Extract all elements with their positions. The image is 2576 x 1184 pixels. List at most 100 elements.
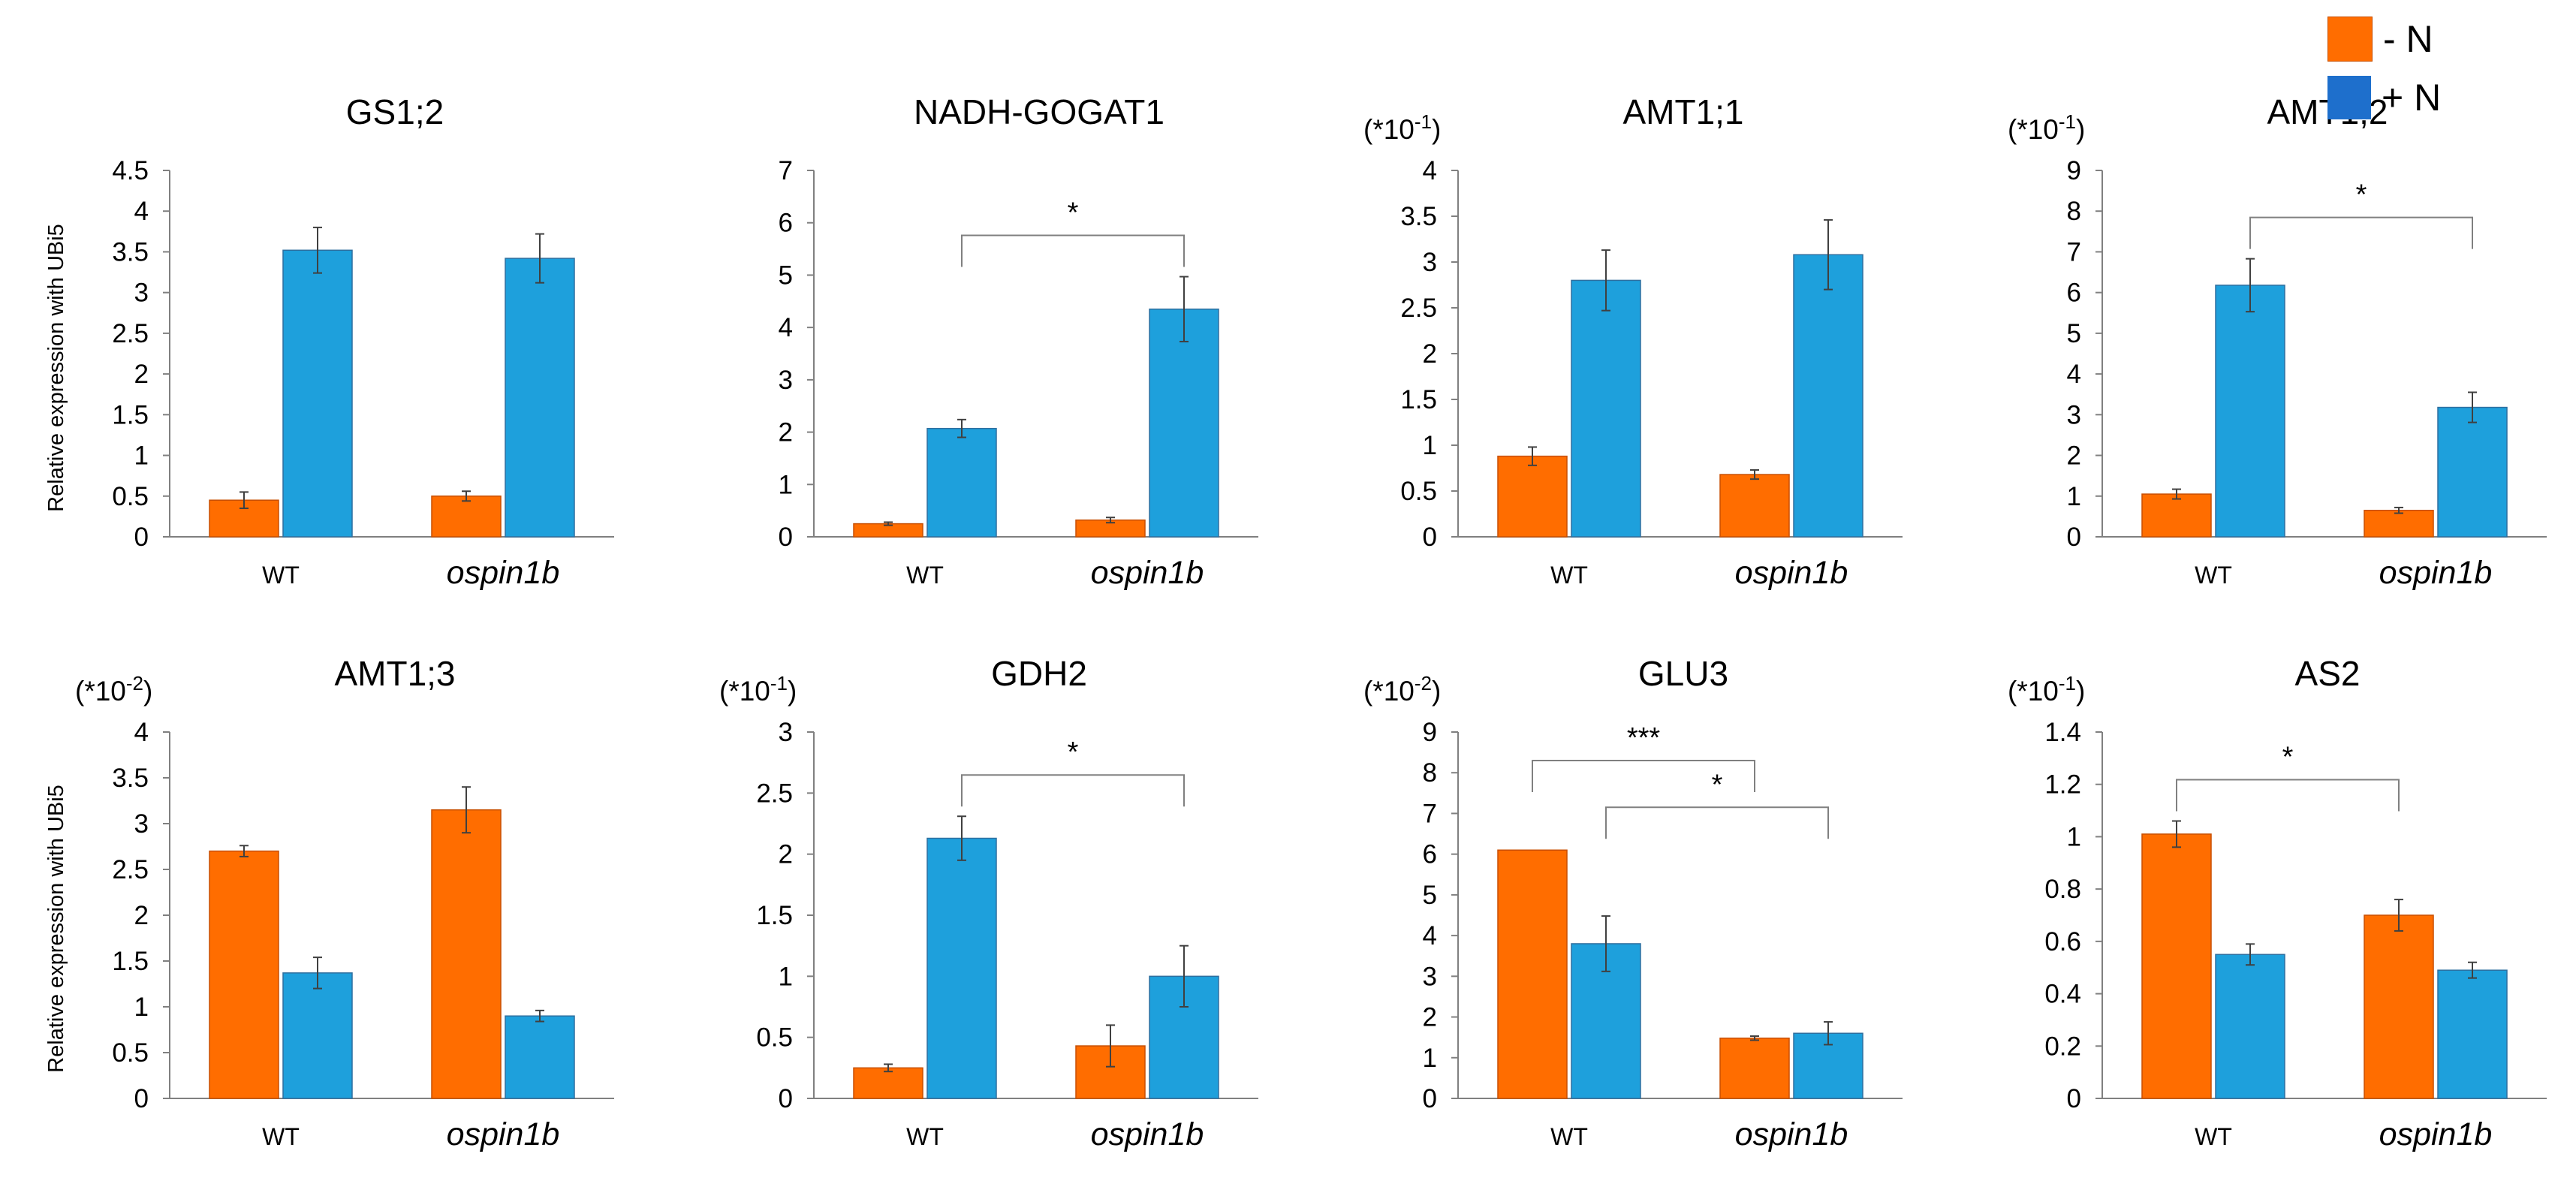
- panel-nadh-gogat1-y-tick-label: 0: [779, 523, 793, 552]
- panel-gs1-2-y-tick-label: 3: [134, 279, 149, 308]
- panel-amt1-1: AMT1;1 (*10-1) 0 0.5 1 1.5 2 2.5 3 3.5 4 WT ospin1b: [1363, 92, 1903, 591]
- panel-gdh2-bar-ospin1b-minus-n: [1075, 1045, 1146, 1099]
- panel-amt1-2-y-tick-label: 8: [2067, 197, 2081, 226]
- panel-gdh2-y-tick-label: 0: [779, 1084, 793, 1113]
- panel-glu3-y-tick-label: 6: [1423, 840, 1437, 869]
- panel-amt1-1-x-tick-label-wt: WT: [1550, 562, 1588, 589]
- panel-as2-x-tick-label-ospin1b: ospin1b: [2379, 1116, 2493, 1152]
- panel-glu3-y-tick-label: 9: [1423, 718, 1437, 747]
- panel-gs1-2-bar-ospin1b-plus-n: [505, 258, 575, 538]
- panel-gs1-2-y-tick-label: 4: [134, 197, 149, 226]
- panel-gs1-2-y-tick-label: 2: [134, 360, 149, 389]
- panel-glu3-scale-note: (*10-2): [1363, 672, 1441, 706]
- panel-amt1-1-bar-ospin1b-plus-n: [1793, 254, 1863, 538]
- panel-amt1-2-y-tick-label: 7: [2067, 237, 2081, 267]
- panel-amt1-3-y-tick-label: 3.5: [112, 764, 149, 793]
- panel-amt1-3-x-tick-label-wt: WT: [262, 1123, 300, 1150]
- panel-amt1-1-x-tick-label-ospin1b: ospin1b: [1735, 555, 1848, 591]
- panel-as2-bar-wt-plus-n: [2215, 954, 2285, 1099]
- panel-amt1-3-bar-wt-plus-n: [282, 972, 353, 1099]
- panel-nadh-gogat1-y-tick-label: 6: [779, 209, 793, 238]
- panel-nadh-gogat1-y-tick-label: 5: [779, 261, 793, 290]
- panel-as2-y-tick-label: 0.6: [2044, 927, 2081, 957]
- panel-nadh-gogat1-x-tick-label-wt: WT: [906, 562, 944, 589]
- panel-amt1-2-y-tick-label: 2: [2067, 441, 2081, 471]
- panel-as2-y-tick-label: 0.2: [2044, 1032, 2081, 1061]
- panel-amt1-3: AMT1;3 (*10-2) 0 0.5 1 1.5 2 2.5 3 3.5 4 WT ospin1b: [75, 654, 614, 1152]
- panel-gdh2-significance-label: *: [1068, 737, 1079, 768]
- legend-item-plus-n: + N: [2327, 74, 2441, 122]
- panel-nadh-gogat1-significance-label: *: [1068, 197, 1079, 229]
- panel-amt1-1-bar-ospin1b-minus-n: [1719, 474, 1790, 538]
- panel-gdh2-y-tick-label: 3: [779, 718, 793, 747]
- panel-as2-y-tick-label: 1.4: [2044, 718, 2081, 747]
- panel-gs1-2: GS1;2 0 0.5 1 1.5 2 2.5 3 3.5 4 4.5 WT ospin1b: [112, 92, 614, 591]
- panel-amt1-1-bar-wt-plus-n: [1571, 279, 1641, 538]
- panel-as2: AS2 (*10-1) 0 0.2 0.4 0.6 0.8 1 1.2 1.4 WT ospin1b *: [2008, 654, 2547, 1152]
- panel-amt1-1-y-tick-label: 1.5: [1400, 385, 1437, 414]
- panel-glu3-significance-bracket: [1605, 806, 1829, 839]
- panel-as2-y-tick-label: 0.4: [2044, 980, 2081, 1009]
- panel-amt1-2-y-tick-label: 6: [2067, 279, 2081, 308]
- panel-amt1-2-y-tick-label: 1: [2067, 482, 2081, 511]
- panel-nadh-gogat1-y-tick-label: 3: [779, 366, 793, 395]
- panel-glu3-significance-label: *: [1712, 769, 1723, 800]
- panel-as2-x-tick-label-wt: WT: [2195, 1123, 2232, 1150]
- panel-glu3-y-tick-label: 0: [1423, 1084, 1437, 1113]
- panel-gdh2-y-tick-label: 1.5: [756, 901, 793, 930]
- panel-amt1-3-y-tick-label: 2.5: [112, 855, 149, 884]
- panel-as2-significance-bracket: [2176, 779, 2400, 812]
- panel-amt1-1-y-tick-label: 4: [1423, 156, 1437, 185]
- panel-as2-significance-label: *: [2282, 742, 2294, 773]
- panel-as2-y-tick-label: 0: [2067, 1084, 2081, 1113]
- panel-nadh-gogat1-bar-ospin1b-plus-n: [1149, 308, 1219, 538]
- panel-nadh-gogat1: NADH-GOGAT1 0 1 2 3 4 5 6 7 WT ospin1b *: [779, 92, 1258, 591]
- panel-amt1-1-y-tick-label: 2: [1423, 339, 1437, 369]
- panel-nadh-gogat1-title: NADH-GOGAT1: [914, 92, 1164, 131]
- panel-amt1-2-y-tick-label: 5: [2067, 319, 2081, 348]
- panel-amt1-1-y-tick-label: 3: [1423, 248, 1437, 277]
- panel-gdh2-y-tick-label: 1: [779, 962, 793, 991]
- panel-amt1-2-scale-note: (*10-1): [2008, 110, 2085, 145]
- panel-glu3-y-tick-label: 3: [1423, 962, 1437, 991]
- panel-amt1-2-y-tick-label: 4: [2067, 360, 2081, 389]
- panel-as2-y-tick-label: 0.8: [2044, 875, 2081, 904]
- panel-nadh-gogat1-bar-wt-plus-n: [926, 427, 997, 538]
- panel-gs1-2-y-tick-label: 1: [134, 441, 149, 471]
- panel-amt1-3-y-tick-label: 2: [134, 901, 149, 930]
- panel-glu3-x-tick-label-wt: WT: [1550, 1123, 1588, 1150]
- panel-gdh2-bar-wt-plus-n: [926, 837, 997, 1099]
- panel-amt1-3-scale-note: (*10-2): [75, 672, 152, 706]
- panel-gdh2: GDH2 (*10-1) 0 0.5 1 1.5 2 2.5 3 WT ospin1b *: [719, 654, 1258, 1152]
- panel-gs1-2-y-tick-label: 2.5: [112, 319, 149, 348]
- legend-label-plus-n: + N: [2382, 77, 2442, 119]
- panel-as2-bar-ospin1b-plus-n: [2437, 969, 2508, 1099]
- panel-nadh-gogat1-y-tick-label: 2: [779, 418, 793, 447]
- y-axis-label-row-2: Relative expression with UBi5: [44, 785, 68, 1073]
- panel-amt1-2-y-tick-label: 9: [2067, 156, 2081, 185]
- panel-amt1-1-y-tick-label: 3.5: [1400, 202, 1437, 231]
- panel-amt1-3-x-tick-label-ospin1b: ospin1b: [447, 1116, 560, 1152]
- legend-label-minus-n: - N: [2383, 18, 2433, 60]
- panel-nadh-gogat1-x-tick-label-ospin1b: ospin1b: [1091, 555, 1204, 591]
- panel-amt1-3-bar-wt-minus-n: [209, 850, 279, 1099]
- panel-gs1-2-x-tick-label-wt: WT: [262, 562, 300, 589]
- panel-gdh2-bar-wt-minus-n: [853, 1067, 923, 1099]
- panel-gs1-2-bar-ospin1b-minus-n: [431, 496, 502, 538]
- panel-gs1-2-bar-wt-plus-n: [282, 249, 353, 538]
- panel-amt1-2-bar-ospin1b-plus-n: [2437, 406, 2508, 538]
- panel-gdh2-title: GDH2: [991, 654, 1087, 693]
- panel-gs1-2-y-tick-label: 3.5: [112, 237, 149, 267]
- panel-amt1-1-y-tick-label: 1: [1423, 431, 1437, 460]
- panel-glu3-bar-ospin1b-minus-n: [1719, 1038, 1790, 1099]
- panel-amt1-3-y-tick-label: 0.5: [112, 1038, 149, 1068]
- legend-swatch-minus-n: [2327, 17, 2373, 62]
- panel-as2-y-tick-label: 1: [2067, 822, 2081, 851]
- panel-glu3-y-tick-label: 2: [1423, 1003, 1437, 1032]
- panel-glu3-y-tick-label: 4: [1423, 921, 1437, 951]
- panel-gdh2-x-tick-label-wt: WT: [906, 1123, 944, 1150]
- panel-gs1-2-y-tick-label: 4.5: [112, 156, 149, 185]
- legend-swatch-plus-n: [2327, 76, 2371, 119]
